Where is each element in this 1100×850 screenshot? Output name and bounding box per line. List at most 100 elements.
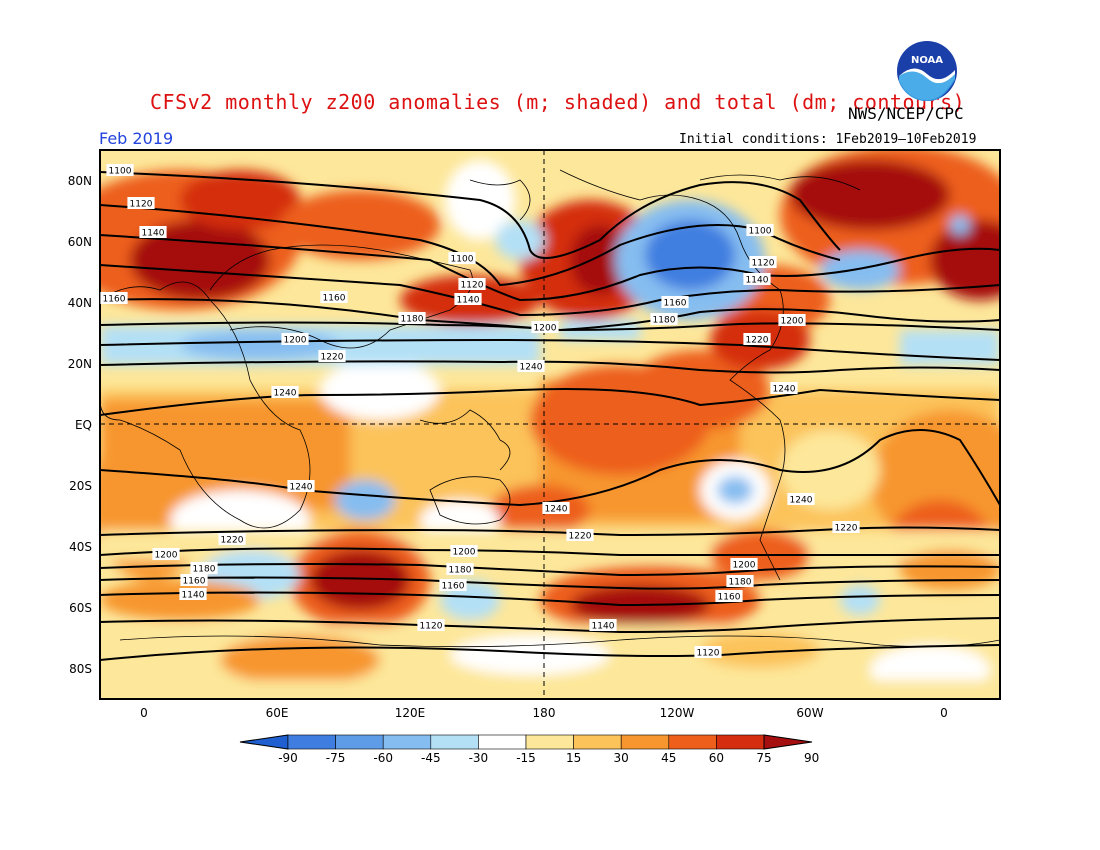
svg-text:1120: 1120 bbox=[697, 649, 720, 659]
colorbar-tick-label: -15 bbox=[516, 751, 536, 765]
contour-label: 1220 bbox=[743, 333, 771, 346]
svg-text:1100: 1100 bbox=[749, 227, 772, 237]
svg-text:1200: 1200 bbox=[534, 324, 557, 334]
svg-text:1100: 1100 bbox=[451, 255, 474, 265]
svg-text:1120: 1120 bbox=[420, 622, 443, 632]
contour-labels: 1100 1120 1140 1160 1100 1120 1140 1180 1160 1200… bbox=[100, 164, 860, 659]
svg-text:1160: 1160 bbox=[718, 593, 741, 603]
contour-label: 1200 bbox=[778, 314, 806, 327]
lat-label: 80N bbox=[68, 174, 92, 188]
lat-label: 40S bbox=[69, 540, 92, 554]
contour-label: 1120 bbox=[694, 646, 722, 659]
colorbar-tick-label: -45 bbox=[421, 751, 441, 765]
colorbar-box bbox=[382, 734, 432, 750]
svg-text:1180: 1180 bbox=[729, 578, 752, 588]
chart-title: CFSv2 monthly z200 anomalies (m; shaded)… bbox=[150, 90, 966, 114]
contour-label: 1220 bbox=[318, 350, 346, 363]
lat-label: 20N bbox=[68, 357, 92, 371]
contour-label: 1160 bbox=[715, 590, 743, 603]
height-contours bbox=[100, 171, 1000, 661]
svg-text:1200: 1200 bbox=[453, 548, 476, 558]
colorbar-tick-label: 30 bbox=[614, 751, 629, 765]
contour-label: 1100 bbox=[448, 252, 476, 265]
colorbar-box bbox=[287, 734, 336, 750]
svg-text:1180: 1180 bbox=[653, 316, 676, 326]
lat-label: 80S bbox=[69, 662, 92, 676]
lat-label: EQ bbox=[75, 418, 92, 432]
contour-label: 1240 bbox=[287, 480, 315, 493]
contour-label: 1140 bbox=[179, 588, 207, 601]
contour-label: 1200 bbox=[730, 558, 758, 571]
contour-label: 1180 bbox=[726, 575, 754, 588]
contour-label: 1160 bbox=[439, 579, 467, 592]
contour-label: 1120 bbox=[127, 197, 155, 210]
contour-label: 1240 bbox=[770, 382, 798, 395]
contour-label: 1200 bbox=[531, 321, 559, 334]
contour-label: 1160 bbox=[180, 574, 208, 587]
contour-label: 1120 bbox=[458, 278, 486, 291]
colorbar-box bbox=[335, 734, 384, 750]
colorbar-tick-label: -90 bbox=[278, 751, 298, 765]
initial-conditions: Initial conditions: 1Feb2019–10Feb2019 bbox=[679, 132, 977, 147]
svg-text:1240: 1240 bbox=[545, 505, 568, 515]
svg-text:NOAA: NOAA bbox=[911, 55, 943, 66]
contour-label: 1160 bbox=[100, 292, 128, 305]
svg-text:1220: 1220 bbox=[835, 524, 858, 534]
svg-text:1240: 1240 bbox=[773, 385, 796, 395]
svg-text:1200: 1200 bbox=[284, 336, 307, 346]
lon-label: 120W bbox=[660, 706, 695, 720]
svg-text:1240: 1240 bbox=[790, 496, 813, 506]
contour-label: 1220 bbox=[566, 529, 594, 542]
contour-label: 1160 bbox=[320, 291, 348, 304]
lat-label: 20S bbox=[69, 479, 92, 493]
contour-label: 1240 bbox=[787, 493, 815, 506]
contour-label: 1180 bbox=[398, 312, 426, 325]
svg-text:1200: 1200 bbox=[781, 317, 804, 327]
svg-text:1120: 1120 bbox=[752, 259, 775, 269]
colorbar-box bbox=[620, 734, 670, 750]
svg-text:1160: 1160 bbox=[442, 582, 465, 592]
colorbar-tick-label: -75 bbox=[326, 751, 346, 765]
anomaly-shading bbox=[100, 150, 1000, 699]
colorbar-box bbox=[668, 734, 717, 750]
lon-label: 120E bbox=[395, 706, 426, 720]
svg-text:1140: 1140 bbox=[592, 622, 615, 632]
contour-label: 1160 bbox=[661, 296, 689, 309]
colorbar-box bbox=[525, 734, 574, 750]
colorbar-box bbox=[716, 734, 765, 750]
contour-label: 1180 bbox=[446, 563, 474, 576]
contour-label: 1180 bbox=[190, 562, 218, 575]
contour-label: 1140 bbox=[139, 226, 167, 239]
lat-label: 60N bbox=[68, 235, 92, 249]
svg-text:1220: 1220 bbox=[221, 536, 244, 546]
lon-label: 180 bbox=[533, 706, 556, 720]
agency-label: NWS/NCEP/CPC bbox=[848, 104, 964, 123]
colorbar-box bbox=[573, 734, 622, 750]
svg-text:1140: 1140 bbox=[142, 229, 165, 239]
contour-label: 1140 bbox=[454, 293, 482, 306]
contour-label: 1200 bbox=[152, 548, 180, 561]
colorbar-tick-label: -60 bbox=[373, 751, 393, 765]
svg-text:1140: 1140 bbox=[182, 591, 205, 601]
map-frame bbox=[99, 149, 1001, 700]
svg-text:1180: 1180 bbox=[401, 315, 424, 325]
svg-text:1240: 1240 bbox=[520, 363, 543, 373]
colorbar-tick-label: 15 bbox=[566, 751, 581, 765]
contour-label: 1120 bbox=[417, 619, 445, 632]
colorbar-box bbox=[430, 734, 479, 750]
longitude-axis: 0 60E 120E 180 120W 60W 0 bbox=[140, 706, 948, 720]
noaa-logo: NOAA bbox=[897, 41, 957, 102]
contour-label: 1100 bbox=[106, 164, 134, 177]
lon-label: 0 bbox=[140, 706, 148, 720]
svg-text:1220: 1220 bbox=[569, 532, 592, 542]
svg-text:1160: 1160 bbox=[183, 577, 206, 587]
svg-text:1120: 1120 bbox=[461, 281, 484, 291]
contour-label: 1200 bbox=[281, 333, 309, 346]
svg-text:1200: 1200 bbox=[155, 551, 178, 561]
colorbar-tick-label: 90 bbox=[804, 751, 819, 765]
lon-label: 60E bbox=[266, 706, 289, 720]
colorbar-box bbox=[478, 734, 527, 750]
contour-label: 1220 bbox=[218, 533, 246, 546]
lon-label: 60W bbox=[796, 706, 823, 720]
